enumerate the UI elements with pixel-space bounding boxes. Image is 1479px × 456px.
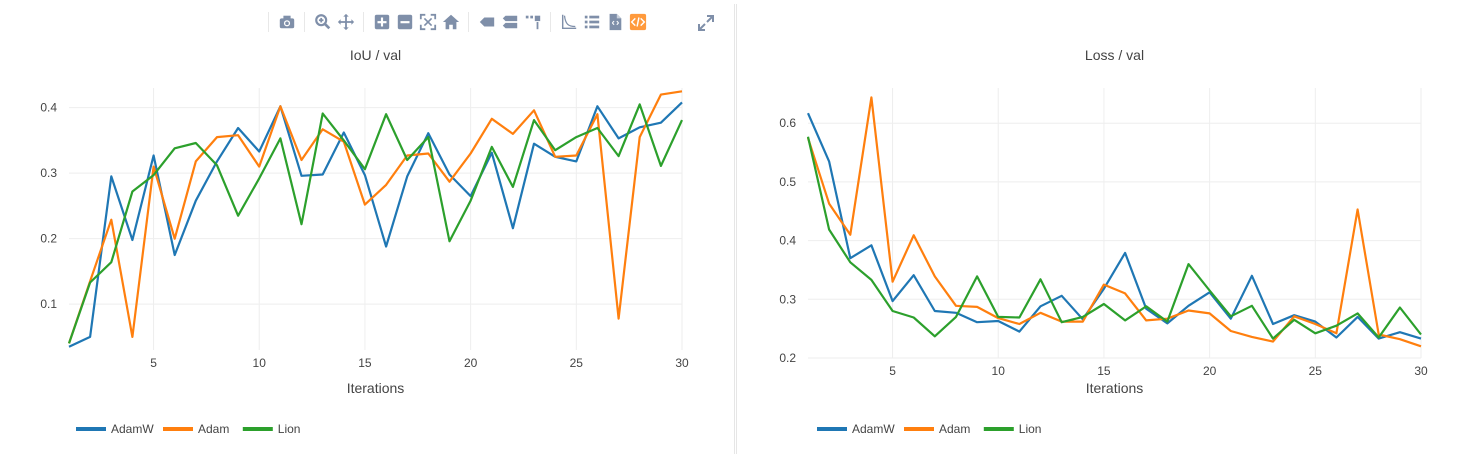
chart-panel-loss: 5 10 15 20 25 30 0.2 0.3 0.4 0.5 0.6 Loss / val Iter… — [736, 4, 1477, 454]
series-line-adam — [67, 90, 683, 344]
x-tick-label: 5 — [889, 364, 896, 378]
camera-icon[interactable] — [277, 12, 296, 32]
loss-chart: 5 10 15 20 25 30 0.2 0.3 0.4 0.5 0.6 Loss / val Iter… — [779, 47, 1428, 436]
x-tick-label: 30 — [675, 356, 689, 370]
series-lines — [806, 96, 1422, 348]
y-tick-label: 0.5 — [779, 175, 796, 189]
toggle-spikes-icon[interactable] — [523, 12, 542, 32]
toolbar-group — [363, 12, 468, 32]
x-tick-label: 30 — [1414, 364, 1428, 378]
y-tick-label: 0.3 — [40, 166, 57, 180]
series-lines — [67, 90, 683, 348]
pan-icon[interactable] — [336, 12, 355, 32]
legend-label-adamw: AdamW — [111, 422, 154, 436]
chart-panel-iou: 5 10 15 20 25 30 0.1 0.2 0.3 0.4 IoU / val Iteratio… — [0, 4, 735, 454]
x-tick-label: 10 — [253, 356, 267, 370]
grid-lines — [808, 88, 1422, 359]
x-tick-label: 5 — [150, 356, 157, 370]
home-icon[interactable] — [441, 12, 460, 32]
x-tick-label: 10 — [992, 364, 1006, 378]
plot-toolbar — [268, 10, 655, 34]
legend-label-lion: Lion — [1019, 422, 1042, 436]
x-tick-label: 25 — [570, 356, 584, 370]
y-tick-label: 0.3 — [779, 292, 796, 306]
y-tick-label: 0.2 — [40, 232, 57, 246]
compare-icon[interactable] — [500, 12, 519, 32]
iou-chart: 5 10 15 20 25 30 0.1 0.2 0.3 0.4 IoU / val Iteratio… — [40, 47, 689, 436]
export-file-icon[interactable] — [605, 12, 624, 32]
toolbar-group — [468, 12, 550, 32]
zoom-out-icon[interactable] — [395, 12, 414, 32]
legend-label-adam: Adam — [198, 422, 229, 436]
log-scale-icon[interactable] — [559, 12, 578, 32]
expand-icon[interactable] — [697, 14, 715, 32]
data-table-icon[interactable] — [582, 12, 601, 32]
x-tick-label: 15 — [358, 356, 372, 370]
toolbar-group — [268, 12, 304, 32]
series-line-adamw — [68, 101, 683, 348]
legend: AdamW Adam Lion — [817, 422, 1041, 436]
zoom-in-icon[interactable] — [372, 12, 391, 32]
chart-title: IoU / val — [350, 47, 401, 63]
x-tick-label: 15 — [1097, 364, 1111, 378]
zoom-icon[interactable] — [313, 12, 332, 32]
y-tick-label: 0.6 — [779, 116, 796, 130]
y-tick-label: 0.2 — [779, 351, 796, 365]
autoscale-icon[interactable] — [418, 12, 437, 32]
x-axis-label: Iterations — [1086, 380, 1144, 396]
x-tick-label: 25 — [1309, 364, 1323, 378]
x-tick-label: 20 — [1203, 364, 1217, 378]
series-line-lion — [67, 103, 683, 344]
code-icon[interactable] — [628, 12, 647, 32]
toolbar-group — [550, 12, 655, 32]
y-tick-label: 0.4 — [40, 101, 57, 115]
y-tick-label: 0.4 — [779, 234, 796, 248]
legend-label-adam: Adam — [939, 422, 970, 436]
legend: AdamW Adam Lion — [76, 422, 300, 436]
series-line-lion — [806, 136, 1422, 340]
x-axis-label: Iterations — [347, 380, 405, 396]
series-line-adamw — [806, 112, 1422, 340]
chart-title: Loss / val — [1085, 47, 1144, 63]
legend-label-adamw: AdamW — [852, 422, 895, 436]
x-tick-label: 20 — [464, 356, 478, 370]
legend-label-lion: Lion — [278, 422, 301, 436]
toolbar-group — [304, 12, 363, 32]
y-tick-label: 0.1 — [40, 297, 57, 311]
spike-lines-icon[interactable] — [477, 12, 496, 32]
series-line-adam — [806, 96, 1422, 348]
